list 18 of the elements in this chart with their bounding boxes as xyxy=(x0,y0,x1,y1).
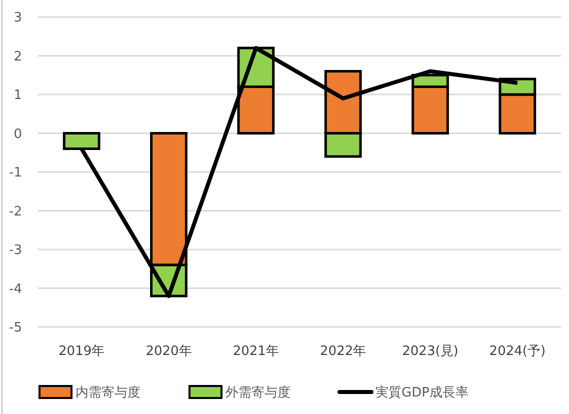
y-tick-label: -3 xyxy=(9,243,22,258)
y-tick-label: 2 xyxy=(14,49,22,64)
x-tick-label: 2023(見) xyxy=(402,344,458,359)
legend-label: 実質GDP成長率 xyxy=(376,384,468,401)
y-tick-label: -4 xyxy=(9,282,22,297)
y-tick-label: -2 xyxy=(9,204,22,220)
y-tick-label: 1 xyxy=(14,88,22,104)
y-tick-label: 3 xyxy=(14,10,22,26)
x-tick-label: 2021年 xyxy=(232,344,279,359)
y-tick-label: -1 xyxy=(9,166,22,181)
x-tick-label: 2020年 xyxy=(146,344,192,359)
y-tick-label: -5 xyxy=(9,320,22,336)
x-tick-label: 2019年 xyxy=(58,344,105,359)
x-tick-label: 2024(予) xyxy=(489,344,546,359)
legend-label: 外需寄与度 xyxy=(226,384,290,401)
y-tick-label: 0 xyxy=(14,126,22,142)
legend-label: 内需寄与度 xyxy=(76,384,140,401)
x-tick-label: 2022年 xyxy=(320,344,366,359)
